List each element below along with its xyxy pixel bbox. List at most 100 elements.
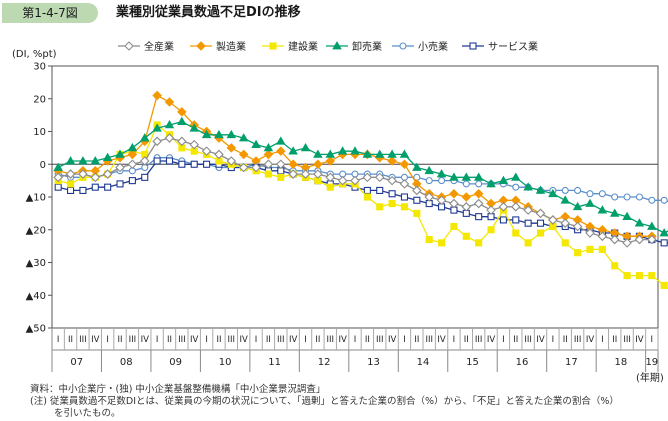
quarter-label: IV <box>289 335 298 345</box>
quarter-label: I <box>106 335 109 345</box>
data-point <box>124 41 134 51</box>
year-label: 08 <box>120 357 133 368</box>
quarter-label: IV <box>190 335 199 345</box>
quarter-label: IV <box>437 335 446 345</box>
data-point <box>499 216 507 224</box>
data-point <box>659 228 668 237</box>
data-point <box>622 238 632 248</box>
quarter-label: I <box>552 335 555 345</box>
data-point <box>313 159 323 170</box>
data-point <box>561 186 569 194</box>
data-point <box>598 190 606 198</box>
data-point <box>251 139 261 148</box>
data-point <box>313 169 323 179</box>
data-point <box>362 172 373 183</box>
data-point <box>332 41 342 50</box>
data-point <box>498 202 509 212</box>
quarter-label: IV <box>586 335 595 345</box>
data-point <box>449 188 459 199</box>
data-point <box>512 216 520 224</box>
data-point <box>524 239 532 247</box>
quarter-label: I <box>57 335 60 345</box>
quarter-label: III <box>475 335 483 345</box>
data-point <box>399 149 410 158</box>
quarter-label: III <box>79 335 87 345</box>
data-point <box>424 165 434 175</box>
data-point <box>450 222 458 231</box>
data-point <box>78 169 88 179</box>
data-point <box>165 157 174 165</box>
series-4 <box>53 116 668 237</box>
quarter-label: II <box>464 335 469 345</box>
quarter-label: II <box>315 335 320 345</box>
y-tick-label: 10 <box>33 127 46 138</box>
data-point <box>214 149 224 160</box>
data-point <box>277 173 285 181</box>
data-point <box>189 123 199 132</box>
data-point <box>376 186 384 194</box>
data-point <box>79 186 87 194</box>
quarter-label: III <box>623 335 631 345</box>
data-point <box>424 192 434 202</box>
data-point <box>387 156 397 166</box>
quarter-label: IV <box>338 335 347 345</box>
quarter-label: III <box>574 335 582 345</box>
y-tick-label: 20 <box>33 94 46 105</box>
data-point <box>164 97 175 107</box>
data-point <box>413 196 421 204</box>
data-point <box>263 159 274 170</box>
data-point <box>54 183 62 191</box>
data-point <box>585 228 595 238</box>
data-point <box>611 193 619 201</box>
data-point <box>634 234 645 245</box>
data-point <box>388 190 396 198</box>
y-tick-label: ▲10 <box>26 193 46 204</box>
data-point <box>288 169 298 179</box>
y-axis-label: (DI, %pt) <box>12 49 57 60</box>
year-label: 16 <box>516 357 529 368</box>
data-point <box>67 180 75 188</box>
data-point <box>153 157 161 165</box>
data-point <box>362 149 373 158</box>
data-point <box>585 198 595 207</box>
data-point <box>469 42 477 50</box>
data-point <box>263 149 274 160</box>
year-label: 15 <box>466 357 479 368</box>
data-point <box>660 196 668 204</box>
data-point <box>425 236 433 244</box>
data-point <box>53 162 63 171</box>
legend-item: 小売業 <box>392 40 448 53</box>
data-point <box>177 136 187 147</box>
data-point <box>660 281 668 289</box>
data-point <box>387 149 397 158</box>
data-point <box>177 107 187 117</box>
data-point <box>226 143 237 153</box>
quarter-label: IV <box>240 335 249 345</box>
y-tick-label: ▲30 <box>26 258 46 269</box>
data-point <box>388 200 396 208</box>
data-point <box>300 169 311 179</box>
data-point <box>524 219 532 227</box>
data-point <box>512 183 520 191</box>
data-point <box>449 172 459 181</box>
data-point <box>90 172 101 183</box>
data-point <box>203 160 211 168</box>
legend-item: 全産業 <box>118 40 174 53</box>
data-point <box>548 188 558 198</box>
data-point <box>462 180 470 188</box>
data-point <box>512 229 520 237</box>
quarter-label: II <box>612 335 617 345</box>
data-point <box>141 173 149 181</box>
quarter-label: III <box>129 335 137 345</box>
data-point <box>91 183 99 191</box>
quarter-label: I <box>403 335 406 345</box>
quarter-label: II <box>216 335 221 345</box>
data-point <box>412 162 422 171</box>
data-point <box>648 196 656 204</box>
data-point <box>611 262 619 270</box>
data-point <box>560 195 570 204</box>
x-axis-unit-label: (年期) <box>636 371 664 384</box>
data-point <box>498 175 509 184</box>
source-note: 資料：中小企業庁・(独) 中小企業基盤整備機構「中小企業景況調査」 <box>30 384 326 395</box>
